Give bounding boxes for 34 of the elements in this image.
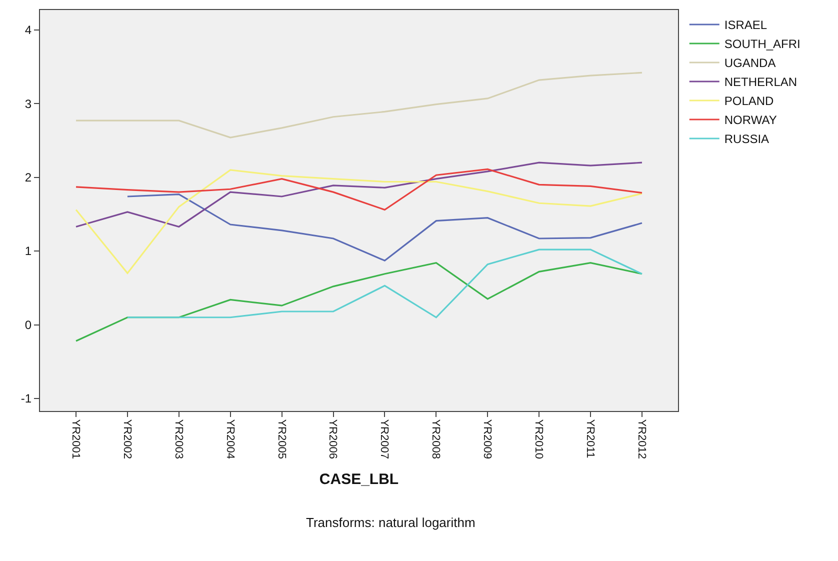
x-tick-label: YR2006 xyxy=(326,419,339,459)
x-tick-label: YR2004 xyxy=(224,419,236,459)
line-series xyxy=(126,193,643,262)
legend-label: POLAND xyxy=(724,94,774,108)
y-tick-label: 1 xyxy=(24,244,32,258)
text: Transforms: natural logarithm xyxy=(306,515,476,530)
x-tick-label: YR2003 xyxy=(172,419,184,459)
y-tick-label: 3 xyxy=(24,96,32,111)
line-series xyxy=(75,72,643,138)
legend-label: RUSSIA xyxy=(724,132,770,146)
legend-label: UGANDA xyxy=(724,56,776,70)
x-tick-label: YR2012 xyxy=(635,419,648,459)
line-series xyxy=(75,168,643,211)
x-tick-label: YR2009 xyxy=(481,419,494,459)
y-tick-label: -1 xyxy=(20,392,32,406)
legend-label: NETHERLAN xyxy=(724,75,798,90)
y-tick-label: 2 xyxy=(24,170,32,185)
x-tick-label: YR2011 xyxy=(584,419,596,458)
x-tick-label: YR2001 xyxy=(69,419,82,459)
legend-label: ISRAEL xyxy=(724,18,768,32)
y-tick-label: 0 xyxy=(24,318,32,332)
line-series xyxy=(75,262,643,342)
x-tick-label: YR2010 xyxy=(532,419,545,459)
x-tick-label: YR2002 xyxy=(120,419,133,459)
x-tick-label: YR2008 xyxy=(430,419,442,459)
y-tick-label: 4 xyxy=(24,23,32,38)
line-series xyxy=(126,248,643,318)
x-tick-label: YR2007 xyxy=(378,419,390,459)
legend-label: SOUTH_AFRI xyxy=(724,37,800,52)
line-series xyxy=(75,162,643,228)
line-series xyxy=(75,169,643,274)
x-axis-title: CASE_LBL xyxy=(319,470,399,488)
legend-label: NORWAY xyxy=(724,113,777,128)
x-tick-label: YR2005 xyxy=(275,419,288,459)
